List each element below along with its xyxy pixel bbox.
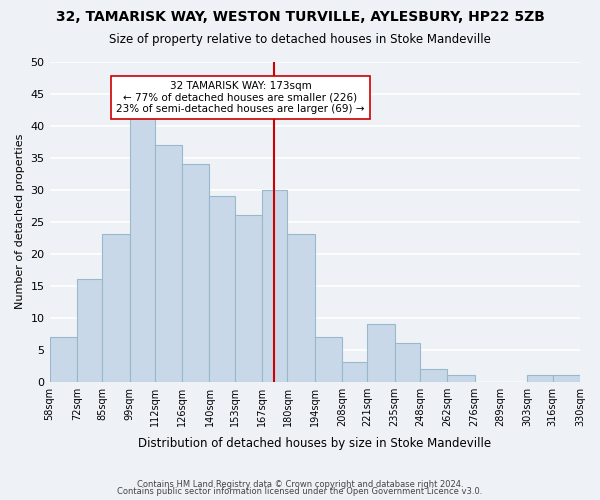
- Bar: [553, 375, 580, 382]
- Bar: [209, 196, 235, 382]
- Bar: [50, 337, 77, 382]
- Text: 32 TAMARISK WAY: 173sqm
← 77% of detached houses are smaller (226)
23% of semi-d: 32 TAMARISK WAY: 173sqm ← 77% of detache…: [116, 80, 365, 114]
- Bar: [130, 112, 155, 382]
- Bar: [527, 375, 553, 382]
- X-axis label: Distribution of detached houses by size in Stoke Mandeville: Distribution of detached houses by size …: [138, 437, 491, 450]
- Bar: [420, 369, 448, 382]
- Bar: [77, 279, 102, 382]
- Bar: [235, 215, 262, 382]
- Bar: [315, 337, 342, 382]
- Y-axis label: Number of detached properties: Number of detached properties: [15, 134, 25, 310]
- Bar: [262, 190, 287, 382]
- Bar: [395, 343, 420, 382]
- Text: Size of property relative to detached houses in Stoke Mandeville: Size of property relative to detached ho…: [109, 32, 491, 46]
- Bar: [102, 234, 130, 382]
- Bar: [155, 144, 182, 382]
- Text: Contains public sector information licensed under the Open Government Licence v3: Contains public sector information licen…: [118, 488, 482, 496]
- Bar: [342, 362, 367, 382]
- Bar: [182, 164, 209, 382]
- Bar: [287, 234, 315, 382]
- Bar: [448, 375, 475, 382]
- Bar: [367, 324, 395, 382]
- Text: Contains HM Land Registry data © Crown copyright and database right 2024.: Contains HM Land Registry data © Crown c…: [137, 480, 463, 489]
- Text: 32, TAMARISK WAY, WESTON TURVILLE, AYLESBURY, HP22 5ZB: 32, TAMARISK WAY, WESTON TURVILLE, AYLES…: [56, 10, 544, 24]
